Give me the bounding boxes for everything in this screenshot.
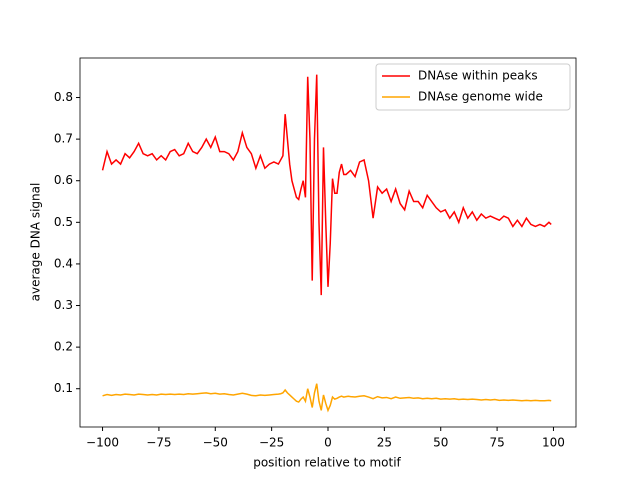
x-tick-label: −100: [86, 436, 119, 450]
x-tick-label: −50: [203, 436, 228, 450]
y-tick-label: 0.4: [54, 256, 73, 270]
x-tick-label: 75: [489, 436, 504, 450]
x-tick-label: −75: [146, 436, 171, 450]
y-tick-label: 0.8: [54, 90, 73, 104]
legend-label: DNAse genome wide: [418, 90, 543, 104]
y-tick-label: 0.7: [54, 132, 73, 146]
y-tick-label: 0.1: [54, 381, 73, 395]
legend-label: DNAse within peaks: [418, 69, 538, 83]
x-tick-label: 50: [433, 436, 448, 450]
y-tick-label: 0.6: [54, 173, 73, 187]
data-line: [101, 74, 552, 296]
data-line: [102, 383, 552, 413]
y-tick-label: 0.2: [54, 340, 73, 354]
x-axis-label: position relative to motif: [253, 456, 401, 470]
x-tick-label: 100: [542, 436, 565, 450]
axes-frame: [79, 57, 577, 428]
x-tick-label: −25: [259, 436, 284, 450]
y-tick-label: 0.5: [54, 215, 73, 229]
y-axis-label: average DNA signal: [29, 183, 43, 302]
y-tick-label: 0.3: [54, 298, 73, 312]
x-tick-label: 25: [377, 436, 392, 450]
legend-box: [375, 63, 571, 111]
x-tick-label: 0: [324, 436, 332, 450]
